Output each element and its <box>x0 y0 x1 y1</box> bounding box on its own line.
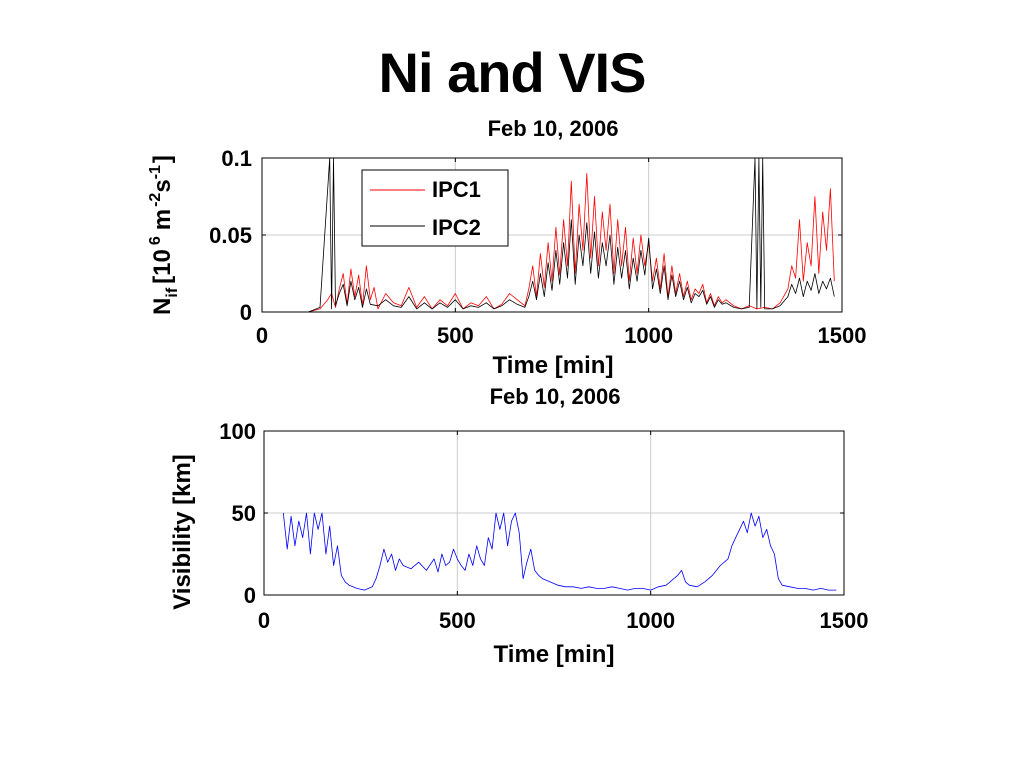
ni-ylabel-exp6: 6 <box>147 236 164 245</box>
vis-ytick-label-1: 50 <box>232 501 256 526</box>
ni-chart-title: Feb 10, 2006 <box>488 116 619 141</box>
vis-series-line-0 <box>282 512 837 591</box>
ni-ylabel-expm1: -1 <box>147 165 164 179</box>
ni-legend-label-ipc1: IPC1 <box>432 177 481 202</box>
ni-ylabel-s: s <box>149 179 176 192</box>
ni-series-line-ipc2 <box>262 157 835 313</box>
slide-title: Ni and VIS <box>378 41 647 104</box>
vis-xtick-label-1000: 1000 <box>626 608 675 633</box>
vis-grid <box>264 431 844 595</box>
ni-legend-label-ipc2: IPC2 <box>432 215 481 240</box>
vis-chart-title: Feb 10, 2006 <box>490 384 621 409</box>
ni-ylabel-close: ] <box>149 155 176 163</box>
ni-ytick-label-1: 0.05 <box>209 223 252 248</box>
vis-chart: Feb 10, 2006 0 500 1000 1500 0 50 100 Time [mi… <box>169 384 868 668</box>
vis-series-group <box>282 512 837 591</box>
ni-ylabel-expm2: -2 <box>147 193 164 207</box>
ni-ticks: 0 500 1000 1500 0 0.05 0.1 <box>209 146 866 348</box>
ni-series-group <box>262 157 835 313</box>
vis-ytick-label-0: 0 <box>244 583 256 608</box>
ni-ytick-label-0: 0 <box>240 300 252 325</box>
ni-chart: Feb 10, 2006 0 500 1000 1500 0 0.05 0.1 Time [… <box>147 116 866 379</box>
ni-ylabel-n: N <box>149 298 176 315</box>
vis-x-axis-label: Time [min] <box>494 641 615 668</box>
ni-xtick-label-500: 500 <box>437 323 474 348</box>
vis-xtick-label-0: 0 <box>258 608 270 633</box>
ni-series-line-ipc1 <box>262 172 835 313</box>
vis-ytick-label-2: 100 <box>219 419 256 444</box>
ni-ylabel-sub: if <box>164 287 181 297</box>
ni-xtick-label-1500: 1500 <box>818 323 867 348</box>
ni-legend: IPC1 IPC2 <box>361 169 509 247</box>
vis-xtick-label-1500: 1500 <box>820 608 869 633</box>
ni-legend-box <box>361 169 509 247</box>
ni-ylabel-open: [10 <box>149 249 176 284</box>
ni-y-axis-label: Nif [10 6 m -2s-1] <box>147 155 181 315</box>
ni-ylabel-m: m <box>149 209 176 230</box>
vis-xtick-label-500: 500 <box>439 608 476 633</box>
ni-ytick-label-2: 0.1 <box>221 146 252 171</box>
ni-x-axis-label: Time [min] <box>493 352 614 379</box>
vis-y-axis-label: Visibility [km] <box>169 454 196 610</box>
vis-ticks: 0 500 1000 1500 0 50 100 <box>219 419 868 633</box>
ni-xtick-label-1000: 1000 <box>624 323 673 348</box>
ni-xtick-label-0: 0 <box>256 323 268 348</box>
